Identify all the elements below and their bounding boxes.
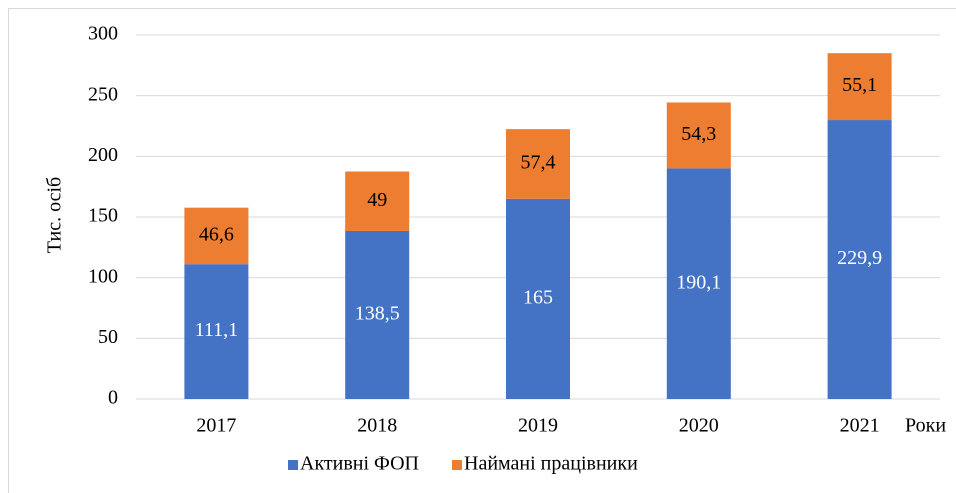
bar-segment: [827, 120, 892, 400]
legend-swatch: [288, 460, 298, 470]
x-tick-label: 2018: [357, 415, 397, 437]
bar-segment: [827, 53, 892, 121]
y-axis-label: Тис. осіб: [44, 177, 66, 253]
data-label: 54,3: [681, 123, 716, 145]
data-label: 229,9: [837, 247, 882, 269]
bar-segment: [506, 198, 570, 399]
bar-segment: [345, 171, 410, 231]
data-label: 46,6: [199, 224, 234, 246]
data-label: 49: [367, 189, 387, 211]
y-tick-label: 200: [88, 144, 118, 166]
bar-segment: [184, 264, 249, 399]
chart-frame: [8, 8, 956, 493]
x-tick-label: 2021: [840, 415, 880, 437]
y-tick-label: 300: [88, 23, 118, 45]
data-label: 165: [523, 286, 553, 308]
x-axis-label: Роки: [905, 415, 946, 437]
data-label: 138,5: [355, 303, 400, 325]
bar-segment: [666, 168, 731, 399]
data-label: 190,1: [676, 271, 721, 293]
y-tick-label: 50: [98, 326, 118, 348]
data-label: 57,4: [521, 152, 556, 174]
x-tick-label: 2019: [518, 415, 558, 437]
data-label: 111,1: [195, 319, 239, 341]
bar-segment: [345, 230, 410, 399]
legend-swatch: [452, 460, 462, 470]
y-tick-label: 0: [108, 387, 118, 409]
legend-label: Наймані працівники: [464, 453, 638, 475]
bar-segment: [506, 129, 570, 199]
x-tick-label: 2020: [679, 415, 719, 437]
legend-label: Активні ФОП: [300, 453, 419, 475]
y-tick-label: 100: [88, 265, 118, 287]
data-label: 55,1: [842, 74, 877, 96]
y-tick-label: 150: [88, 205, 118, 227]
bar-segment: [184, 207, 249, 265]
y-tick-label: 250: [88, 83, 118, 105]
x-tick-label: 2017: [196, 415, 236, 437]
bar-segment: [666, 102, 731, 169]
